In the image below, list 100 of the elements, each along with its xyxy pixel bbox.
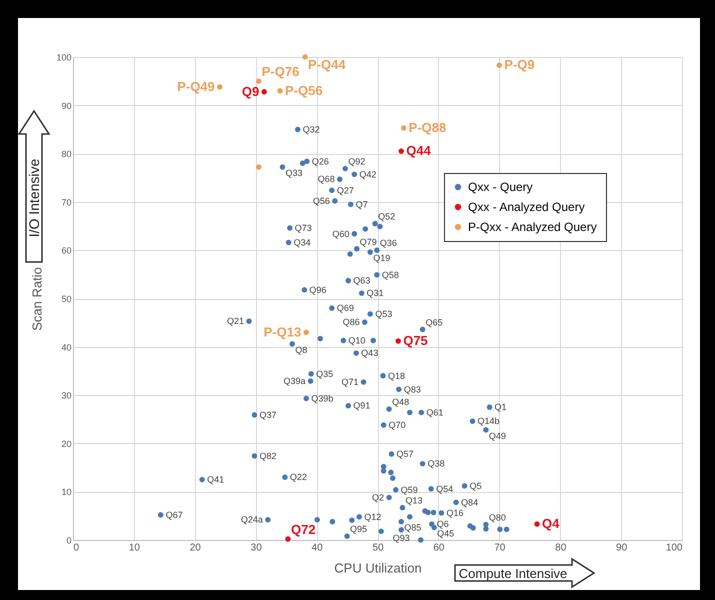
data-label: Q65: [426, 317, 443, 328]
point: [400, 125, 406, 131]
data-label: Q60: [332, 228, 350, 239]
data-label: Q75: [403, 333, 428, 348]
data-label: Q16: [446, 508, 464, 518]
data-label: Q21: [226, 316, 244, 326]
y-tick-label: 0: [66, 536, 72, 546]
data-label: Q57: [396, 449, 414, 460]
text: I/O Intensive: [26, 158, 42, 238]
x-tick-label: 100: [666, 542, 683, 554]
data-label: Q1: [494, 402, 507, 412]
x-tick-label: 20: [190, 542, 202, 554]
data-label: Q84: [461, 497, 478, 508]
data-label: Q83: [404, 384, 421, 394]
data-label: Q59: [400, 484, 418, 495]
x-tick-label: 10: [128, 542, 140, 554]
data-label: Q13: [405, 496, 422, 506]
data-label: Q26: [312, 156, 329, 166]
x-axis-title: CPU Utilization: [334, 560, 422, 576]
data-label: Q58: [382, 270, 399, 280]
y-axis-title: Scan Ratio: [29, 267, 44, 331]
data-label: Q43: [361, 348, 378, 358]
data-label: P-Q56: [285, 82, 323, 98]
data-label: Q41: [207, 474, 224, 485]
point: [285, 536, 291, 542]
data-label: Q69: [336, 303, 354, 314]
legend-label: Qxx - Analyzed Query: [468, 200, 585, 214]
data-label: Q82: [259, 450, 276, 461]
data-label: Q9: [242, 84, 260, 99]
data-label: Q19: [373, 253, 390, 264]
data-label: Q14b: [478, 416, 500, 426]
data-label: Q71: [341, 377, 358, 388]
y-tick-label: 60: [61, 246, 72, 256]
data-label: Q4: [542, 516, 560, 532]
x-tick-label: 0: [74, 542, 80, 554]
data-label: Q34: [294, 237, 311, 248]
data-label: Q67: [166, 510, 183, 520]
data-label: Q44: [406, 143, 432, 158]
point: [256, 78, 262, 84]
data-label: P-Q88: [408, 120, 446, 135]
legend-label: P-Qxx - Analyzed Query: [468, 220, 597, 234]
point: [256, 164, 262, 170]
data-label: Q22: [290, 472, 307, 482]
data-label: Q6: [436, 519, 449, 530]
data-label: Q33: [285, 168, 303, 178]
y-tick-label: 10: [61, 487, 72, 498]
y-tick-label: 30: [61, 390, 72, 401]
data-label: Q70: [388, 420, 406, 430]
x-tick-label: 40: [312, 542, 324, 554]
data-label: Q73: [294, 222, 312, 233]
data-label: Q39b: [311, 393, 334, 404]
data-label: Q53: [375, 308, 392, 319]
point: [496, 62, 502, 68]
y-tick-label: 70: [61, 197, 72, 208]
point: [395, 338, 401, 344]
x-tick-label: 50: [372, 542, 384, 554]
data-label: Q37: [259, 410, 276, 420]
point: [302, 54, 308, 60]
data-label: Q63: [353, 276, 370, 286]
x-tick-label: 80: [555, 542, 567, 554]
data-label: Q68: [318, 174, 335, 184]
x-tick-label: 60: [433, 542, 445, 554]
data-label: Q2: [372, 492, 384, 502]
y-tick-label: 50: [61, 294, 72, 304]
point: [217, 84, 223, 90]
data-label: Q93: [392, 532, 410, 543]
data-label: Q31: [366, 288, 384, 298]
y-tick-label: 100: [56, 52, 72, 62]
data-label: Q48: [392, 397, 410, 408]
x-tick-label: 70: [494, 542, 506, 554]
data-label: Q42: [359, 169, 376, 180]
data-label: Q24a: [240, 514, 263, 525]
data-label: Q96: [309, 284, 326, 295]
data-label: Q32: [302, 124, 320, 134]
data-label: Q10: [348, 336, 366, 346]
data-label: P-Q13: [264, 324, 302, 340]
data-label: Q49: [488, 430, 506, 441]
data-label: Q56: [312, 196, 330, 206]
data-label: Q18: [388, 370, 405, 381]
data-label: Q5: [470, 480, 482, 491]
data-label: Q35: [316, 368, 334, 379]
data-label: Q86: [342, 317, 360, 328]
data-label: Q7: [356, 199, 368, 210]
point: [534, 521, 540, 527]
y-tick-label: 20: [61, 438, 72, 449]
legend-label: Qxx - Query: [468, 180, 533, 194]
x-tick-label: 90: [616, 542, 628, 554]
data-label: Q27: [336, 185, 354, 196]
data-label: P-Q76: [262, 64, 300, 80]
y-tick-label: 90: [61, 100, 72, 111]
data-label: Q36: [380, 238, 397, 248]
point: [398, 148, 404, 154]
data-label: Q8: [295, 344, 308, 355]
data-label: Q38: [428, 458, 445, 469]
data-label: Q92: [348, 156, 366, 167]
y-tick-label: 80: [61, 149, 72, 160]
data-label: Q72: [290, 522, 316, 538]
data-label: Q54: [436, 484, 454, 494]
data-label: P-Q9: [504, 57, 535, 72]
data-label: Q85: [404, 522, 422, 533]
